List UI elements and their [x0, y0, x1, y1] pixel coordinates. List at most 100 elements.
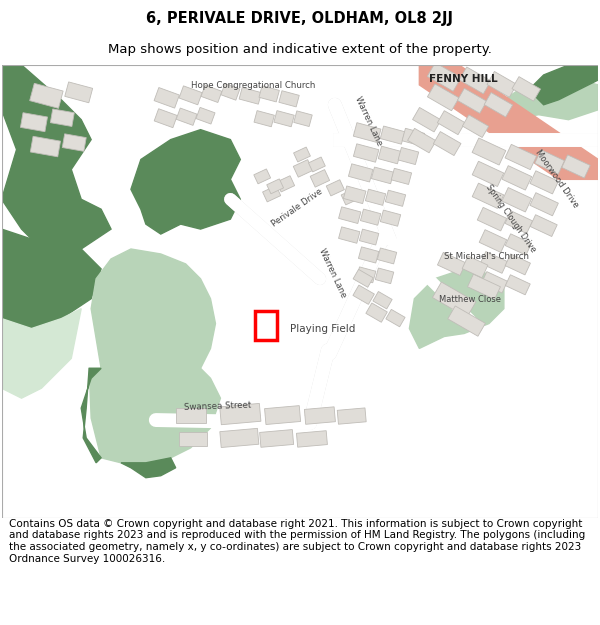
- Polygon shape: [341, 189, 359, 205]
- Polygon shape: [176, 408, 206, 423]
- Polygon shape: [221, 84, 240, 100]
- Polygon shape: [505, 234, 532, 255]
- Polygon shape: [459, 67, 491, 94]
- Polygon shape: [353, 285, 374, 304]
- Polygon shape: [91, 249, 215, 388]
- Polygon shape: [353, 269, 373, 288]
- Polygon shape: [308, 157, 325, 172]
- Polygon shape: [176, 108, 197, 126]
- Polygon shape: [487, 71, 517, 98]
- Polygon shape: [437, 111, 465, 134]
- Polygon shape: [472, 138, 506, 165]
- Text: Matthew Close: Matthew Close: [439, 294, 501, 304]
- Polygon shape: [293, 147, 310, 162]
- Polygon shape: [376, 268, 394, 284]
- Polygon shape: [419, 65, 598, 179]
- Polygon shape: [386, 309, 405, 327]
- Polygon shape: [371, 167, 394, 184]
- Polygon shape: [457, 88, 487, 113]
- Polygon shape: [274, 111, 294, 127]
- Polygon shape: [121, 458, 176, 478]
- Polygon shape: [505, 211, 533, 234]
- Text: Perivale Drive: Perivale Drive: [270, 188, 325, 229]
- Polygon shape: [359, 229, 379, 245]
- Polygon shape: [361, 209, 381, 225]
- Polygon shape: [220, 403, 261, 425]
- Polygon shape: [530, 192, 559, 216]
- Polygon shape: [489, 80, 598, 120]
- Polygon shape: [502, 166, 532, 190]
- Text: 6, PERIVALE DRIVE, OLDHAM, OL8 2JJ: 6, PERIVALE DRIVE, OLDHAM, OL8 2JJ: [146, 11, 454, 26]
- Polygon shape: [353, 122, 381, 142]
- Polygon shape: [433, 282, 476, 318]
- Polygon shape: [427, 84, 459, 111]
- Polygon shape: [338, 227, 360, 243]
- Polygon shape: [65, 82, 92, 102]
- Text: Playing Field: Playing Field: [290, 324, 355, 334]
- Polygon shape: [407, 128, 436, 153]
- Text: FENNY HILL: FENNY HILL: [429, 74, 498, 84]
- Polygon shape: [220, 428, 259, 448]
- Polygon shape: [472, 161, 504, 186]
- Polygon shape: [310, 169, 329, 187]
- Polygon shape: [2, 229, 101, 329]
- Polygon shape: [62, 134, 86, 151]
- Polygon shape: [479, 229, 506, 253]
- Polygon shape: [337, 408, 366, 424]
- Polygon shape: [154, 109, 177, 127]
- Polygon shape: [505, 254, 530, 275]
- Polygon shape: [530, 171, 559, 194]
- Polygon shape: [338, 207, 361, 224]
- Polygon shape: [89, 368, 220, 462]
- Text: Moorwood Drive: Moorwood Drive: [534, 148, 581, 209]
- Polygon shape: [505, 144, 536, 169]
- Polygon shape: [277, 176, 295, 192]
- Polygon shape: [50, 109, 74, 126]
- Polygon shape: [467, 274, 500, 299]
- Text: Spring Clough Drive: Spring Clough Drive: [484, 183, 538, 254]
- Polygon shape: [481, 272, 508, 293]
- Polygon shape: [448, 306, 485, 336]
- Polygon shape: [20, 112, 47, 132]
- Polygon shape: [505, 275, 530, 295]
- Bar: [255, 311, 277, 341]
- Polygon shape: [462, 256, 488, 278]
- Polygon shape: [437, 253, 466, 276]
- Polygon shape: [179, 86, 202, 105]
- Polygon shape: [398, 148, 419, 164]
- Polygon shape: [535, 150, 565, 174]
- Polygon shape: [343, 186, 366, 204]
- Polygon shape: [481, 251, 508, 273]
- Polygon shape: [373, 291, 392, 309]
- Polygon shape: [562, 155, 590, 178]
- Polygon shape: [304, 407, 335, 424]
- Polygon shape: [385, 190, 406, 206]
- Polygon shape: [377, 248, 397, 264]
- Polygon shape: [279, 91, 299, 107]
- Polygon shape: [409, 269, 504, 348]
- Text: Map shows position and indicative extent of the property.: Map shows position and indicative extent…: [108, 44, 492, 56]
- Polygon shape: [530, 215, 557, 236]
- Polygon shape: [265, 406, 301, 424]
- Polygon shape: [380, 126, 405, 144]
- Polygon shape: [427, 62, 461, 91]
- Polygon shape: [463, 115, 488, 138]
- Polygon shape: [2, 65, 111, 259]
- Text: Contains OS data © Crown copyright and database right 2021. This information is : Contains OS data © Crown copyright and d…: [9, 519, 585, 564]
- Polygon shape: [196, 107, 215, 124]
- Polygon shape: [380, 210, 401, 226]
- Polygon shape: [502, 188, 532, 212]
- Polygon shape: [353, 144, 379, 162]
- Polygon shape: [433, 132, 461, 156]
- Polygon shape: [179, 432, 206, 446]
- Polygon shape: [402, 128, 425, 146]
- Polygon shape: [529, 65, 598, 105]
- Polygon shape: [81, 368, 101, 462]
- Text: Swansea Street: Swansea Street: [184, 401, 251, 412]
- Polygon shape: [296, 431, 328, 447]
- Polygon shape: [484, 92, 512, 117]
- Polygon shape: [477, 208, 506, 231]
- Polygon shape: [267, 179, 284, 194]
- Polygon shape: [31, 136, 61, 157]
- Polygon shape: [131, 129, 241, 234]
